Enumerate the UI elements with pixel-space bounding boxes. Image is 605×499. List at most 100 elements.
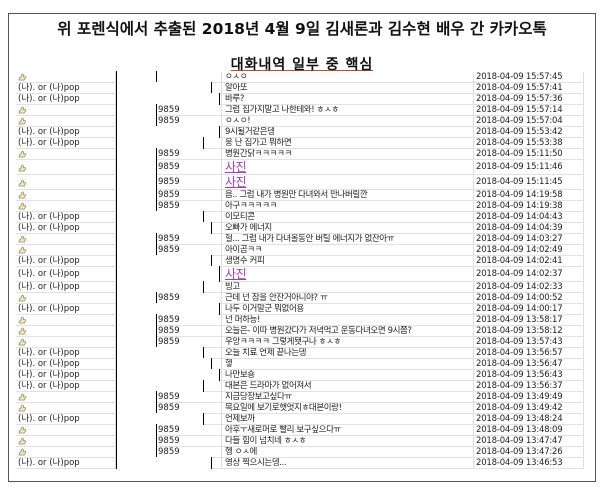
redaction-box <box>116 244 157 256</box>
message-text: ㅇㅅㅇ! <box>225 116 251 126</box>
message-cell: 빙고 <box>222 282 474 292</box>
redaction-box <box>116 358 212 370</box>
table-row: 9859 ㅇㅅㅇ! 2018-04-09 15:57:04 <box>16 115 584 127</box>
id-cell <box>116 211 222 223</box>
table-row: (나). or (나)pop 웅 난 집가고 뭐하면 2018-04-09 15:5… <box>16 137 584 149</box>
message-cell: ㅇㅅㅇ <box>222 72 474 82</box>
timestamp: 2018-04-09 14:19:38 <box>474 201 584 211</box>
sender-cell <box>16 326 116 336</box>
redaction-box <box>116 435 157 447</box>
document-frame: 위 포렌식에서 추출된 2018년 4월 9일 김새론과 김수현 배우 간 카카… <box>8 13 596 482</box>
sender-cell <box>16 337 116 347</box>
photo-link[interactable]: 사진 <box>225 175 247 189</box>
sender-cell <box>16 447 116 457</box>
timestamp: 2018-04-09 15:57:04 <box>474 116 584 126</box>
message-text: 병원간닭ㅋㅋㅋㅋㅋ <box>225 149 292 159</box>
document-subtitle: 대화내역 일부 중 핵심 <box>9 54 595 74</box>
message-text: 나두 이거말군 뭐없어용 <box>225 304 304 314</box>
table-row: 9859 음.. 그럼 내가 병원만 다녀와서 만나버릴깐 2018-04-09 1… <box>16 189 584 201</box>
redaction-box <box>116 233 157 245</box>
thumbs-up-icon <box>18 448 27 456</box>
thumbs-up-icon <box>18 338 27 346</box>
sender-cell: (나). or (나)pop <box>16 458 116 468</box>
message-cell: 오늘은- 이따 병원갔다가 저녁먹고 운동다녀오면 9시쯤? <box>222 326 474 336</box>
table-row: 9859 근데 넌 잠을 안잔거아니야? ㅠ 2018-04-09 14:00:52 <box>16 292 584 304</box>
timestamp: 2018-04-09 15:57:36 <box>474 94 584 104</box>
message-text: 빙고 <box>225 282 240 292</box>
message-cell: 넌 머하능! <box>222 315 474 325</box>
id-cell: 9859 <box>116 200 222 212</box>
sender-cell: (나). or (나)pop <box>16 223 116 233</box>
sender-cell <box>16 175 116 189</box>
id-cell: 9859 <box>116 189 222 201</box>
message-cell: 언제보까 <box>222 414 474 424</box>
table-row: 9859 오늘은- 이따 병원갔다가 저녁먹고 운동다녀오면 9시쯤? 2018-0… <box>16 325 584 337</box>
timestamp: 2018-04-09 15:57:14 <box>474 105 584 115</box>
timestamp: 2018-04-09 13:56:37 <box>474 381 584 391</box>
table-row: (나). or (나)pop 이모티콘 2018-04-09 14:04:43 <box>16 211 584 223</box>
timestamp: 2018-04-09 13:48:24 <box>474 414 584 424</box>
id-cell: 9859 <box>116 336 222 348</box>
message-cell: 그럼 집가지말고 나한테와! ㅎㅅㅎ <box>222 105 474 115</box>
message-text: 근데 넌 잠을 안잔거아니야? ㅠ <box>225 293 328 303</box>
id-cell <box>116 255 222 267</box>
redaction-box <box>116 115 157 127</box>
thumbs-up-icon <box>18 163 27 171</box>
message-text: 넌 머하능! <box>225 315 260 325</box>
thumbs-up-icon <box>18 426 27 434</box>
id-cell: 9859 <box>116 424 222 436</box>
timestamp: 2018-04-09 14:04:43 <box>474 212 584 222</box>
thumbs-up-icon <box>18 235 27 243</box>
message-cell: 헐... 그럼 내가 다녀올동안 버틸 에너지가 없잔아ㅠ <box>222 234 474 244</box>
timestamp: 2018-04-09 13:49:42 <box>474 403 584 413</box>
id-cell: 9859 <box>116 292 222 304</box>
user-id-suffix: 9859 <box>158 315 180 325</box>
message-text: 헹 ㅇㅅ에 <box>225 447 257 457</box>
message-text: ㅇㅅㅇ <box>225 72 248 82</box>
sender-cell: (나). or (나)pop <box>16 212 116 222</box>
message-text: 아이곰ㅋㅋ <box>225 245 263 255</box>
message-cell: 대본은 드라마가 없어져서 <box>222 381 474 391</box>
thumbs-up-icon <box>18 316 27 324</box>
message-cell: 음.. 그럼 내가 병원만 다녀와서 만나버릴깐 <box>222 190 474 200</box>
id-cell <box>116 358 222 370</box>
document-title: 위 포렌식에서 추출된 2018년 4월 9일 김새론과 김수현 배우 간 카카… <box>57 20 547 38</box>
message-cell: 생명수 커피 <box>222 256 474 266</box>
photo-link[interactable]: 사진 <box>225 160 247 174</box>
user-id-suffix: 9859 <box>158 162 180 172</box>
redaction-box <box>116 137 204 149</box>
sender-cell <box>16 315 116 325</box>
sender-cell <box>16 72 116 82</box>
sender-cell: (나). or (나)pop <box>16 348 116 358</box>
thumbs-up-icon <box>18 150 27 158</box>
photo-link[interactable]: 사진 <box>225 267 247 281</box>
table-row: 9859 아이곰ㅋㅋ 2018-04-09 14:02:49 <box>16 244 584 256</box>
user-id-suffix: 9859 <box>158 149 180 159</box>
message-cell: 아구ㅋㅋㅋㅋㅋ <box>222 201 474 211</box>
thumbs-up-icon <box>18 404 27 412</box>
message-cell: 헿 <box>222 359 474 369</box>
message-cell: 바루? <box>222 94 474 104</box>
user-id-suffix: 9859 <box>158 201 180 211</box>
message-cell: 병원간닭ㅋㅋㅋㅋㅋ <box>222 149 474 159</box>
redaction-box <box>116 303 220 315</box>
message-cell: 사진 <box>222 160 474 174</box>
id-cell: 9859 <box>116 148 222 160</box>
user-id-suffix: 9859 <box>158 177 180 187</box>
message-text: 그럼 집가지말고 나한테와! ㅎㅅㅎ <box>225 105 339 115</box>
timestamp: 2018-04-09 14:00:17 <box>474 304 584 314</box>
redaction-box <box>116 424 157 436</box>
message-text: 목요일에 보기로햇엇지ㅎ대본이랑! <box>225 403 342 413</box>
user-id-suffix: 9859 <box>158 425 180 435</box>
user-id-suffix: 9859 <box>158 447 180 457</box>
sender-cell: (나). or (나)pop <box>16 304 116 314</box>
sender-cell: (나). or (나)pop <box>16 381 116 391</box>
timestamp: 2018-04-09 13:58:12 <box>474 326 584 336</box>
user-id-suffix: 9859 <box>158 245 180 255</box>
message-cell: 영상 찍으시는뎅... <box>222 458 474 468</box>
table-row: 9859 사진 2018-04-09 15:11:45 <box>16 174 584 190</box>
redaction-box <box>116 446 157 458</box>
message-text: 헐... 그럼 내가 다녀올동안 버틸 에너지가 없잔아ㅠ <box>225 234 395 244</box>
redaction-box <box>116 159 157 175</box>
table-row: 9859 우앙ㅋㅋㅋㅋ 그렇게됏구나 ㅎㅅㅎ 2018-04-09 13:57:43 <box>16 336 584 348</box>
